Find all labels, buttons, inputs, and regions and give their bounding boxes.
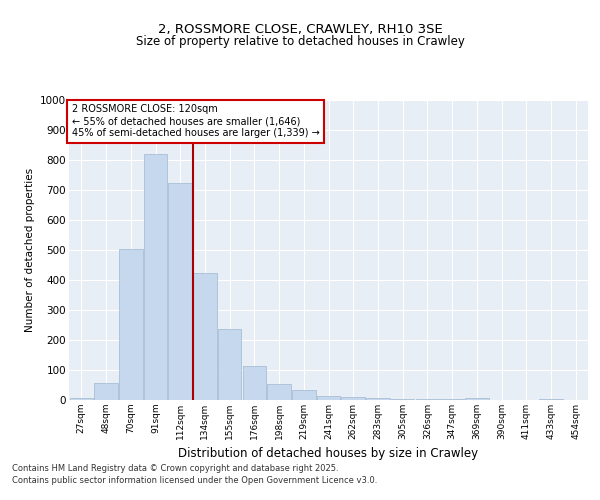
Text: Size of property relative to detached houses in Crawley: Size of property relative to detached ho… (136, 35, 464, 48)
Text: Contains public sector information licensed under the Open Government Licence v3: Contains public sector information licen… (12, 476, 377, 485)
Bar (391, 398, 415, 400)
Bar (539, 398, 563, 400)
Bar (366, 398, 389, 400)
Bar (218, 328, 241, 400)
X-axis label: Distribution of detached houses by size in Crawley: Distribution of detached houses by size … (178, 448, 479, 460)
Y-axis label: Number of detached properties: Number of detached properties (25, 168, 35, 332)
Bar (193, 272, 217, 400)
Bar (292, 390, 316, 400)
Bar (416, 399, 439, 400)
Bar (465, 398, 488, 400)
Bar (94, 382, 118, 400)
Bar (341, 397, 365, 400)
Bar (70, 398, 93, 400)
Text: Contains HM Land Registry data © Crown copyright and database right 2025.: Contains HM Land Registry data © Crown c… (12, 464, 338, 473)
Bar (268, 384, 291, 400)
Bar (242, 366, 266, 400)
Text: 2, ROSSMORE CLOSE, CRAWLEY, RH10 3SE: 2, ROSSMORE CLOSE, CRAWLEY, RH10 3SE (158, 22, 442, 36)
Text: 2 ROSSMORE CLOSE: 120sqm
← 55% of detached houses are smaller (1,646)
45% of sem: 2 ROSSMORE CLOSE: 120sqm ← 55% of detach… (71, 104, 319, 138)
Bar (169, 182, 192, 400)
Bar (119, 248, 143, 400)
Bar (144, 154, 167, 400)
Bar (317, 396, 340, 400)
